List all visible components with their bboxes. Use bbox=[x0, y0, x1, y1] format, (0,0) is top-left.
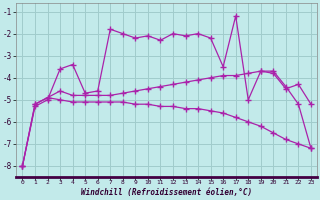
X-axis label: Windchill (Refroidissement éolien,°C): Windchill (Refroidissement éolien,°C) bbox=[81, 188, 252, 197]
